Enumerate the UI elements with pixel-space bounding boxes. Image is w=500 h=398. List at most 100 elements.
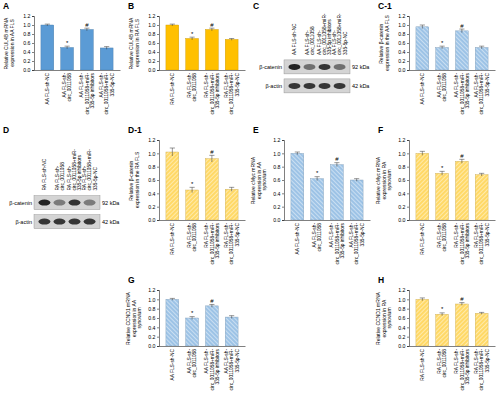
- tick-mark: [407, 61, 409, 62]
- error-bar: [440, 46, 445, 49]
- tick-mark: [157, 299, 159, 300]
- plot-area: [416, 25, 488, 70]
- tick-label: 0.2: [273, 204, 280, 210]
- tick: 0.2: [23, 58, 34, 64]
- error-cap: [479, 312, 484, 313]
- band-name: β-actin: [265, 83, 282, 89]
- error-line: [317, 177, 318, 181]
- tick: 0.6: [398, 177, 409, 183]
- tick-label: AA FLS-sh-circ_0011058+miR-335-5p-NC: [99, 72, 115, 114]
- error-line: [172, 298, 173, 300]
- tick: 0.8: [273, 164, 284, 170]
- error-cap: [420, 151, 425, 152]
- tick: AA FLS-sh-circ_0011058+miR-335-5p-NC: [224, 346, 240, 390]
- tick: 1.0: [148, 150, 159, 156]
- tick-label: 1.2: [273, 137, 280, 143]
- band-name: β-catenin: [9, 200, 32, 206]
- y-axis: 0.00.20.40.60.81.01.2: [398, 137, 409, 223]
- bar: [166, 152, 179, 220]
- tick: 1.0: [273, 150, 284, 156]
- tick: RA FLS-sh-NC: [170, 70, 175, 105]
- tick-mark: [32, 70, 34, 71]
- tick-mark: [407, 167, 409, 168]
- y-axis: 0.00.20.40.60.81.01.2: [148, 287, 159, 349]
- tick: 0.2: [148, 334, 159, 340]
- error-line: [461, 303, 462, 306]
- tick-label: RA FLS-sh-circ_0011058+miR-335-5p-NC: [474, 348, 490, 390]
- y-axis: 0.00.20.40.60.81.01.2: [273, 137, 284, 223]
- tick: 0.6: [148, 177, 159, 183]
- error-cap: [209, 155, 214, 156]
- bar: [475, 175, 488, 220]
- tick-label: 0.6: [398, 315, 405, 321]
- tick: 0.2: [148, 204, 159, 210]
- blot-panel: DRA FLS-sh-NCRA FLS-sh-circ_0011058RA FL…: [3, 125, 120, 229]
- tick-label: 0.6: [148, 177, 155, 183]
- tick-label: 1.2: [398, 287, 405, 293]
- tick: AA FLS-sh-NC: [45, 70, 50, 104]
- tick: 0.4: [398, 190, 409, 196]
- tick: 0.6: [398, 40, 409, 46]
- tick: 1.2: [398, 287, 409, 293]
- tick: 0.0: [273, 217, 284, 223]
- error-bar: [229, 316, 234, 319]
- error-bar: [440, 313, 445, 316]
- tick-label: AA FLS-sh-NC: [420, 72, 425, 104]
- tick-mark: [157, 140, 159, 141]
- annotation: *: [316, 170, 319, 176]
- tick: 0.4: [148, 49, 159, 55]
- plot-area: [166, 298, 238, 346]
- bar: [350, 180, 363, 220]
- tick: 0.2: [398, 334, 409, 340]
- error-line: [192, 317, 193, 320]
- figure: *#0.00.20.40.60.81.01.2AA FLS-sh-NCAA FL…: [0, 0, 500, 398]
- axis-line: [160, 346, 246, 347]
- y-axis-title: Relative CCND1 mRNA expression in AA syn…: [125, 291, 142, 345]
- error-cap: [209, 304, 214, 305]
- panel-label: B: [128, 1, 134, 11]
- bar: [436, 314, 449, 346]
- tick-mark: [407, 52, 409, 53]
- tick-label: RA FLS-sh-circ_0011058+miR-335-5p inhibi…: [454, 348, 470, 390]
- tick: RA FLS-sh-circ_0011058+miR-335-5p inhibi…: [454, 220, 470, 264]
- axis-line: [407, 291, 410, 347]
- bar: [455, 161, 468, 220]
- tick-label: AA FLS-sh-circ_0011058+miR-335-5p-NC: [349, 222, 365, 264]
- tick: AA FLS-sh-circ_0011058: [437, 70, 447, 101]
- tick-label: 0.0: [398, 343, 405, 349]
- band: [319, 83, 331, 89]
- tick-mark: [407, 43, 409, 44]
- bar: [475, 313, 488, 346]
- tick: 0.8: [148, 306, 159, 312]
- error-cap: [209, 28, 214, 29]
- axis-line: [32, 17, 35, 71]
- tick-mark: [407, 16, 409, 17]
- tick-label: 0.0: [148, 67, 155, 73]
- lane-label: RA FLS-sh-circ_0011058: [55, 162, 65, 191]
- error-bar: [190, 187, 195, 192]
- tick: AA FLS-sh-circ_0011058+miR-335-5p inhibi…: [329, 220, 345, 264]
- bar: [330, 165, 343, 220]
- tick-mark: [157, 327, 159, 328]
- tick-label: RA FLS-sh-circ_0011058+miR-335-5p inhibi…: [204, 222, 220, 264]
- x-axis: RA FLS-sh-NC RA FLS-sh-circ_0011058 RA FLS…: [160, 70, 246, 114]
- panel: *#0.00.20.40.60.81.01.2AA FLS-sh-NCAA FL…: [3, 1, 121, 114]
- tick-mark: [157, 43, 159, 44]
- tick-mark: [407, 153, 409, 154]
- tick-label: 0.2: [398, 204, 405, 210]
- tick: RA FLS-sh-circ_0011058+miR-335-5p inhibi…: [204, 70, 220, 114]
- error-line: [356, 179, 357, 182]
- error-cap: [190, 316, 195, 317]
- tick-label: RA FLS-sh-circ_0011058: [187, 73, 197, 102]
- tick-label: AA FLS-sh-circ_0011058+miR-335-5p inhibi…: [454, 72, 470, 114]
- tick-label: RA FLS-sh-circ_0011058: [437, 223, 447, 252]
- error-bar: [315, 177, 320, 181]
- error-cap: [229, 315, 234, 316]
- tick: AA FLS-sh-circ_0011058+miR-335-5p-NC: [474, 70, 490, 114]
- bar: [186, 190, 199, 220]
- band-size: 92 kDa: [352, 64, 370, 70]
- tick: 0.8: [398, 306, 409, 312]
- error-line: [231, 39, 232, 41]
- tick-mark: [157, 70, 159, 71]
- panel: *#0.00.20.40.60.81.01.2AA FLS-sh-NCAA FL…: [378, 1, 496, 114]
